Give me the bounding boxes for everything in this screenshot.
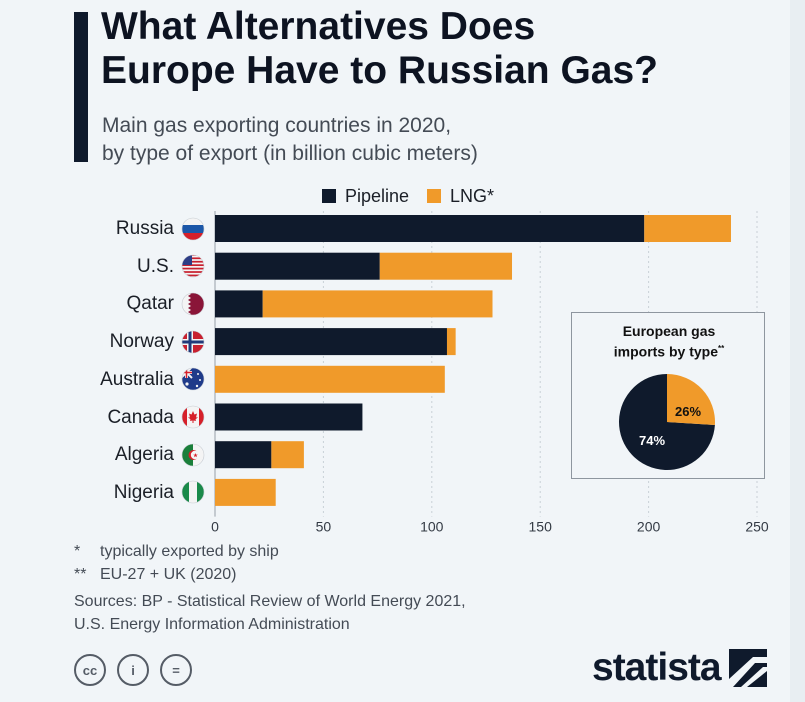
category-label: Nigeria [113,481,174,503]
category-label: Canada [107,406,174,428]
bar-lng-russia [644,215,731,242]
chart-legend: Pipeline LNG* [322,184,512,208]
footnote-1-mark: * [74,543,81,560]
bar-lng-norway [446,328,456,356]
bar-chart: 0 50 100 150 200 250 [211,211,769,535]
bar-lng-nigeria [215,478,276,506]
bar-lng-qatar [262,290,493,318]
qatar-flag-icon [181,292,205,316]
bar-pipeline-algeria [215,441,272,469]
nd-icon[interactable]: = [160,654,192,686]
legend-label-pipeline: Pipeline [345,185,410,206]
bar-lng-australia [215,365,445,393]
bar-pipeline-us [215,252,380,280]
bar-pipeline-canada [215,403,363,431]
legend-item-pipeline: Pipeline [322,186,409,207]
canada-flag-icon [181,405,205,429]
subtitle-line-2: by type of export (in billion cubic mete… [102,142,478,165]
x-tick-label: 250 [745,519,769,535]
pie-label-pipeline: 74% [639,433,665,448]
bar-pipeline-qatar [215,290,263,318]
category-label: Algeria [114,444,174,466]
sources: Sources: BP - Statistical Review of Worl… [74,590,674,636]
subtitle: Main gas exporting countries in 2020, by… [102,112,742,168]
statista-mark-icon [728,649,767,687]
x-tick-label: 200 [637,519,661,535]
title-line-1: What Alternatives Does [101,5,536,48]
footnote-1: * typically exported by ship [74,540,674,563]
australia-flag-icon [181,367,205,391]
footnote-1-text: typically exported by ship [100,543,279,560]
pie-slice-pipeline [619,374,715,470]
inset-title-line-1: European gas [622,323,716,339]
category-label: Russia [115,218,174,239]
russia-flag-icon [181,217,205,240]
footnote-2-mark: ** [74,566,87,583]
sources-line-2: U.S. Energy Information Administration [74,616,350,633]
footnotes: * typically exported by ship ** EU-27 + … [74,540,674,636]
x-tick-label: 100 [420,519,444,535]
x-tick-label: 50 [316,519,332,535]
bar-pipeline-norway [215,328,447,356]
sources-line-1: Sources: BP - Statistical Review of Worl… [74,593,466,610]
category-label: Norway [109,331,174,353]
cc-icon[interactable]: cc [74,654,106,686]
legend-item-lng: LNG* [427,186,494,207]
bar-pipeline-russia [215,215,645,242]
inset-title: European gas imports by type** [572,322,766,361]
category-label: Qatar [126,293,174,315]
inset-pie-panel: European gas imports by type** 26% 74% [571,312,765,479]
x-tick-label: 150 [529,519,553,535]
legend-label-lng: LNG* [450,185,495,206]
norway-flag-icon [181,330,205,353]
title-accent-bar [74,12,88,162]
footnote-2: ** EU-27 + UK (2020) [74,563,674,586]
inset-title-line-2: imports by type [613,343,718,360]
brand-name: statista [592,646,722,689]
pie-label-lng: 26% [675,404,701,419]
nigeria-flag-icon [181,481,205,504]
pie-chart: 26% 74% [619,374,715,470]
license-icons: cc i = [74,654,203,686]
pie-slice-lng [667,374,715,426]
inset-title-mark: ** [718,344,725,353]
title-line-2: Europe Have to Russian Gas? [101,49,658,92]
legend-swatch-pipeline [322,189,336,203]
subtitle-line-1: Main gas exporting countries in 2020, [102,114,452,137]
category-label: U.S. [137,255,174,277]
legend-swatch-lng [427,189,442,203]
page-title: What Alternatives Does Europe Have to Ru… [101,5,791,93]
bar-lng-us [379,252,513,280]
x-tick-label: 0 [211,519,219,535]
footnote-2-text: EU-27 + UK (2020) [100,566,237,583]
algeria-flag-icon [181,443,205,466]
category-label: Australia [100,368,174,390]
statista-logo[interactable]: statista [592,646,767,690]
bar-lng-algeria [271,441,304,469]
by-icon[interactable]: i [117,654,149,686]
us-flag-icon [181,254,205,278]
